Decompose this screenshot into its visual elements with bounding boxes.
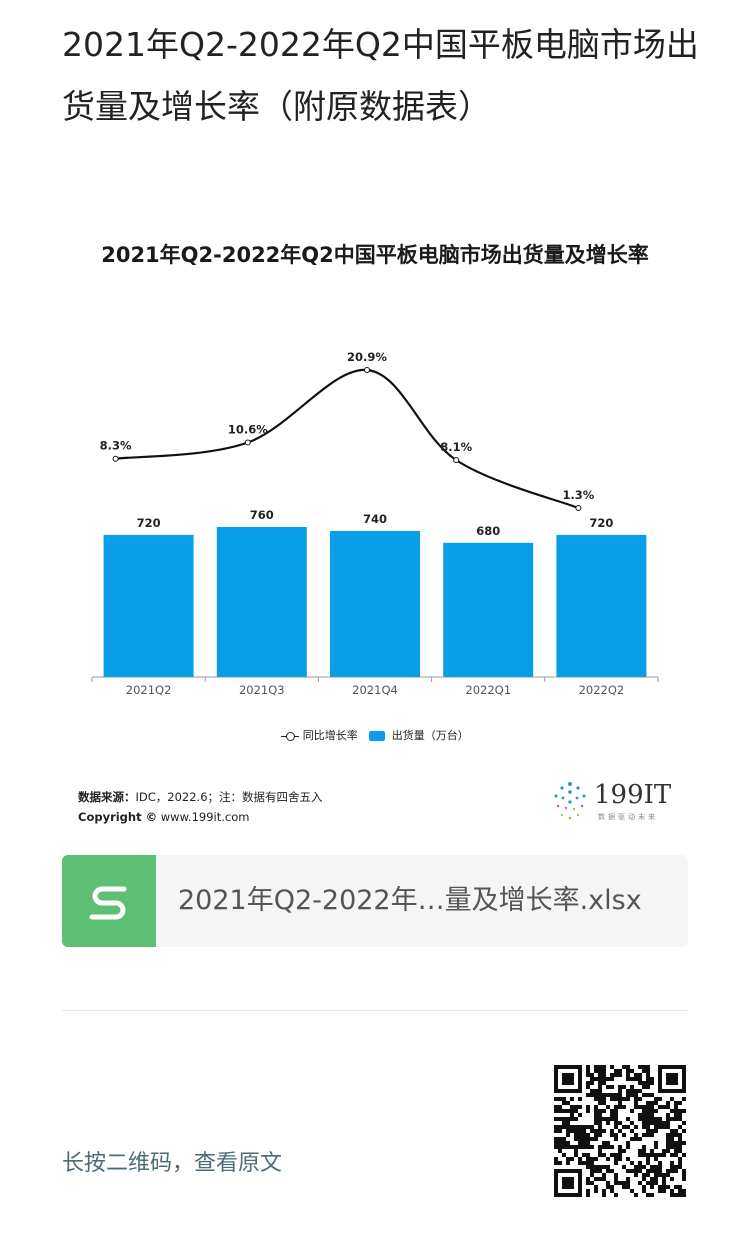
legend-item-growth: 同比增长率 bbox=[281, 727, 358, 743]
legend-item-shipments: 出货量（万台） bbox=[369, 727, 469, 743]
source-text: IDC，2022.6；注：数据有四舍五入 bbox=[135, 790, 323, 804]
qr-code[interactable] bbox=[554, 1065, 686, 1197]
copyright-site: www.199it.com bbox=[160, 810, 250, 824]
x-tick-label: 2022Q2 bbox=[579, 683, 625, 697]
bar-value-label: 720 bbox=[589, 516, 613, 530]
source-label: 数据来源： bbox=[78, 790, 136, 804]
legend-label-growth: 同比增长率 bbox=[302, 729, 358, 742]
bar-2021Q2 bbox=[103, 534, 194, 677]
x-tick-label: 2022Q1 bbox=[465, 683, 511, 697]
growth-value-label: 8.3% bbox=[100, 439, 132, 453]
bar-2022Q1 bbox=[443, 542, 534, 677]
bar-value-label: 680 bbox=[476, 524, 500, 538]
chart-image: 2021年Q2-2022年Q2中国平板电脑市场出货量及增长率 720 2021Q2… bbox=[62, 225, 688, 835]
attachment-file-name: 2021年Q2-2022年…量及增长率.xlsx bbox=[178, 885, 642, 916]
bar-value-label: 760 bbox=[250, 508, 274, 522]
x-tick-label: 2021Q4 bbox=[352, 683, 398, 697]
bar-2022Q2 bbox=[556, 534, 647, 677]
article-title: 2021年Q2-2022年Q2中国平板电脑市场出货量及增长率（附原数据表） bbox=[62, 25, 699, 126]
chart-legend: 同比增长率 出货量（万台） bbox=[62, 727, 688, 743]
growth-point-2021Q4 bbox=[364, 367, 370, 373]
chart-title: 2021年Q2-2022年Q2中国平板电脑市场出货量及增长率 bbox=[101, 243, 649, 267]
chart-plot: 720 2021Q2 760 2021Q3 740 2021Q4 680 2022Q1 720 2… bbox=[91, 350, 659, 697]
growth-point-2021Q3 bbox=[244, 439, 251, 446]
brand-name: 199IT bbox=[594, 780, 672, 810]
growth-value-label: 10.6% bbox=[228, 423, 268, 437]
growth-value-label: 1.3% bbox=[562, 488, 594, 502]
bar-2021Q3 bbox=[216, 527, 307, 677]
attachment-file-card[interactable]: 2021年Q2-2022年…量及增长率.xlsx bbox=[62, 855, 688, 947]
x-tick-label: 2021Q3 bbox=[239, 683, 285, 697]
brand-sphere-icon bbox=[554, 782, 586, 820]
growth-point-2021Q2 bbox=[112, 455, 119, 462]
bar-value-label: 720 bbox=[137, 516, 161, 530]
legend-label-shipments: 出货量（万台） bbox=[391, 729, 469, 742]
bar-2021Q4 bbox=[330, 530, 420, 677]
divider bbox=[62, 1010, 688, 1011]
brand-logo: 199IT 数据驱动未来 bbox=[548, 778, 678, 826]
legend-line-marker bbox=[281, 731, 300, 741]
growth-value-label: 8.1% bbox=[440, 440, 472, 454]
legend-bar-marker bbox=[369, 731, 386, 741]
growth-point-2022Q2 bbox=[575, 505, 582, 511]
view-original-link[interactable]: 长按二维码，查看原文 bbox=[62, 1151, 283, 1176]
growth-rate-line bbox=[115, 368, 579, 510]
bar-value-label: 740 bbox=[363, 512, 387, 526]
brand-tagline: 数据驱动未来 bbox=[598, 813, 658, 821]
copyright-label: Copyright © bbox=[78, 810, 158, 824]
spreadsheet-icon bbox=[62, 855, 156, 947]
x-tick-label: 2021Q2 bbox=[126, 683, 172, 697]
growth-point-2022Q1 bbox=[453, 457, 460, 464]
chart-source: 数据来源：IDC，2022.6；注：数据有四舍五入 Copyright © ww… bbox=[78, 787, 323, 827]
growth-value-label: 20.9% bbox=[347, 350, 387, 364]
